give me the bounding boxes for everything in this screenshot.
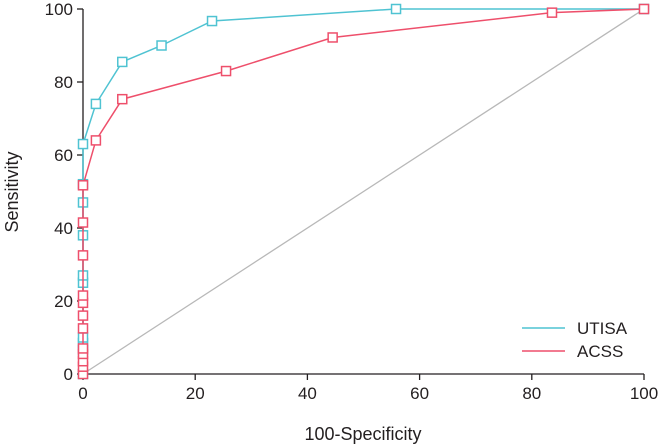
y-tick-label: 60: [54, 146, 73, 165]
data-point-utisa: [90, 98, 102, 110]
data-point-acss: [90, 135, 102, 146]
data-point-utisa: [77, 138, 89, 150]
data-point-acss: [77, 217, 89, 228]
data-point-acss: [77, 323, 89, 334]
x-axis-label: 100-Specificity: [304, 424, 421, 444]
data-point-acss: [77, 250, 89, 261]
y-tick-label: 0: [64, 365, 73, 384]
x-tick-label: 20: [186, 384, 205, 403]
x-tick-label: 40: [298, 384, 317, 403]
data-point-acss: [77, 290, 89, 301]
data-point-acss: [77, 310, 89, 321]
x-tick-label: 0: [78, 384, 87, 403]
x-tick-label: 80: [522, 384, 541, 403]
legend: UTISA ACSS: [522, 319, 628, 361]
data-point-utisa: [117, 56, 128, 68]
reference-diagonal-line: [82, 8, 645, 375]
data-point-acss: [117, 93, 128, 105]
y-axis-label: Sensitivity: [2, 151, 22, 232]
y-tick-label: 80: [54, 73, 73, 92]
y-tick-label: 100: [45, 0, 73, 19]
data-point-acss: [220, 65, 232, 77]
data-point-acss: [327, 32, 338, 43]
data-point-acss: [638, 3, 650, 15]
legend-label-utisa: UTISA: [577, 319, 628, 338]
x-tick-label: 100: [630, 384, 658, 403]
y-tick-label: 20: [54, 292, 73, 311]
data-point-acss: [77, 180, 89, 191]
data-point-acss: [77, 343, 89, 354]
data-point-utisa: [156, 40, 167, 51]
y-tick-label: 40: [54, 219, 73, 238]
data-point-acss: [546, 7, 558, 18]
legend-label-acss: ACSS: [577, 342, 623, 361]
data-point-utisa: [390, 3, 402, 15]
x-tick-label: 60: [410, 384, 429, 403]
data-point-utisa: [206, 15, 218, 27]
